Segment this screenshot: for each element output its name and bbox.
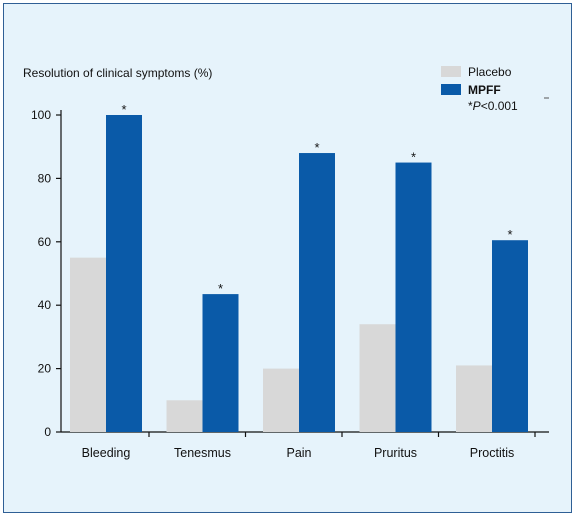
significance-mark: * (314, 140, 319, 155)
bar-placebo-pain (263, 368, 299, 432)
bar-placebo-bleeding (70, 257, 106, 432)
y-tick-label: 0 (44, 425, 51, 439)
y-tick-label: 80 (38, 171, 52, 185)
bar-mpff-proctitis (492, 240, 528, 432)
y-tick-label: 60 (38, 235, 52, 249)
labels: 0 20 40 60 80 100 * Bleeding * Tenesmus * Pain * Prur… (31, 102, 514, 460)
significance-mark: * (411, 150, 416, 165)
significance-mark: * (507, 227, 512, 242)
bar-mpff-bleeding (106, 115, 142, 432)
y-tick-label: 40 (38, 298, 52, 312)
significance-mark: * (121, 102, 126, 117)
bars (70, 115, 528, 433)
bar-placebo-tenesmus (166, 400, 203, 432)
legend-note: *P<0.001 (468, 99, 518, 113)
bar-placebo-proctitis (456, 365, 492, 432)
significance-mark: * (218, 281, 223, 296)
category-label: Pain (286, 446, 311, 460)
category-label: Pruritus (374, 446, 417, 460)
bar-mpff-pruritus (395, 162, 432, 433)
bar-placebo-pruritus (359, 324, 396, 432)
legend-label-placebo: Placebo (468, 65, 512, 79)
bar-mpff-tenesmus (202, 294, 239, 432)
category-label: Bleeding (82, 446, 131, 460)
y-axis-label: Resolution of clinical symptoms (%) (23, 66, 212, 80)
category-label: Tenesmus (174, 446, 231, 460)
y-tick-label: 100 (31, 108, 51, 122)
legend: Placebo MPFF *P<0.001 (441, 65, 518, 113)
legend-label-mpff: MPFF (468, 83, 501, 97)
bar-mpff-pain (299, 153, 335, 433)
y-tick-label: 20 (38, 362, 52, 376)
legend-swatch-placebo (441, 66, 461, 77)
category-label: Proctitis (470, 446, 514, 460)
legend-swatch-mpff (441, 84, 461, 95)
